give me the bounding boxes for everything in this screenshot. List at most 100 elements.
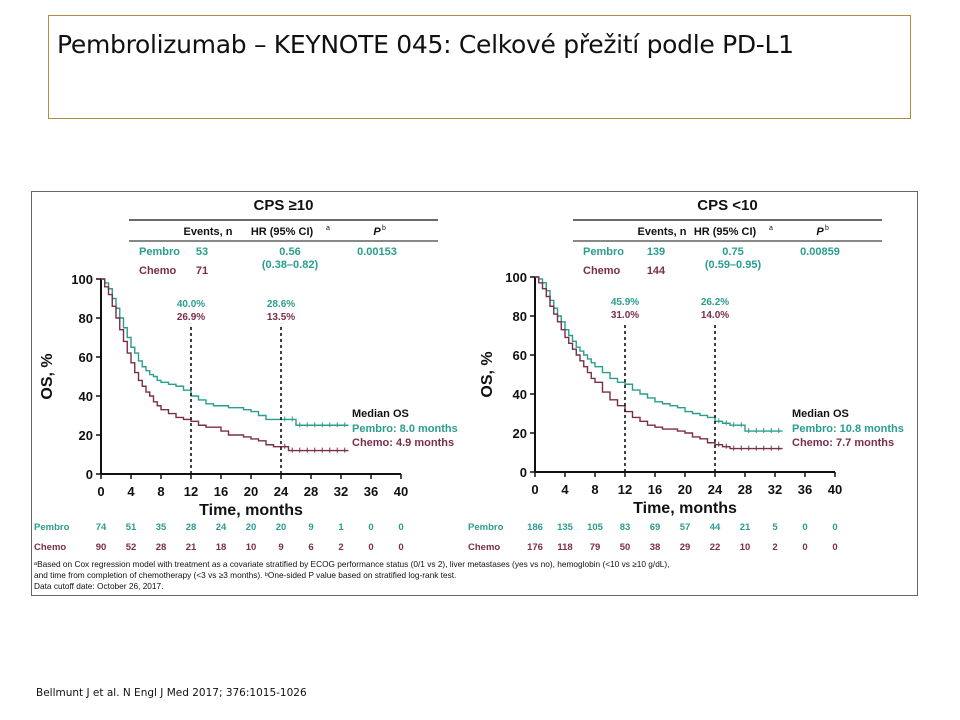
cps-ge10-x-tick-label-28: 28 xyxy=(304,484,318,499)
cps-ge10-at-risk-pembro: 28 xyxy=(186,522,197,533)
cps-lt10-table-hr: 0.75 xyxy=(722,246,743,258)
cps-ge10-table-ci: (0.38–0.82) xyxy=(262,259,319,271)
cps-lt10-header-hr-sup: a xyxy=(769,225,773,232)
cps-ge10-curve-pembro xyxy=(101,278,349,426)
cps-ge10-median-title: Median OS xyxy=(352,408,409,420)
cps-lt10-y-tick-label-20: 20 xyxy=(513,426,527,441)
cps-ge10-header-events: Events, n xyxy=(184,226,233,238)
cps-ge10-landmark-pembro-24: 28.6% xyxy=(267,299,295,310)
cps-lt10-curve-pembro xyxy=(535,276,783,432)
cps-ge10-at-risk-chemo: 10 xyxy=(246,542,257,553)
cps-lt10-at-risk-pembro: 44 xyxy=(710,522,721,533)
cps-lt10-at-risk-label-pembro: Pembro xyxy=(468,522,504,533)
cps-lt10-y-tick-label-100: 100 xyxy=(505,270,527,285)
cps-ge10-y-tick-label-100: 100 xyxy=(71,272,93,287)
cps-lt10-x-tick-label-4: 4 xyxy=(561,482,569,497)
cps-lt10-y-tick-label-40: 40 xyxy=(513,387,527,402)
cps-ge10-y-tick-label-60: 60 xyxy=(79,350,93,365)
cps-ge10-at-risk-chemo: 6 xyxy=(308,542,313,553)
cps-ge10-y-axis-label: OS, % xyxy=(39,353,56,399)
cps-ge10-at-risk-pembro: 0 xyxy=(368,522,373,533)
cps-ge10-at-risk-chemo: 28 xyxy=(156,542,167,553)
slide-title: Pembrolizumab – KEYNOTE 045: Celkové pře… xyxy=(57,30,794,59)
cps-lt10-x-tick-label-16: 16 xyxy=(648,482,662,497)
cps-ge10-header-p-sup: b xyxy=(382,225,386,232)
cps-ge10-y-tick-label-80: 80 xyxy=(79,311,93,326)
cps-ge10-at-risk-pembro: 24 xyxy=(216,522,227,533)
cps-lt10-table-arm-pembro: Pembro xyxy=(583,246,624,258)
cps-ge10-table-arm-chemo: Chemo xyxy=(139,265,177,277)
cps-ge10-at-risk-chemo: 18 xyxy=(216,542,227,553)
cps-lt10-header-p-sup: b xyxy=(825,225,829,232)
cps-lt10-at-risk-pembro: 21 xyxy=(740,522,751,533)
cps-ge10-x-tick-label-20: 20 xyxy=(244,484,258,499)
cps-ge10-at-risk-pembro: 35 xyxy=(156,522,167,533)
cps-ge10-landmark-pembro-12: 40.0% xyxy=(177,299,205,310)
footnote-line: ᵃBased on Cox regression model with trea… xyxy=(34,559,670,569)
cps-lt10-x-tick-label-28: 28 xyxy=(738,482,752,497)
cps-lt10-x-tick-label-12: 12 xyxy=(618,482,632,497)
cps-lt10-x-axis-label: Time, months xyxy=(633,500,737,517)
cps-lt10-table-arm-chemo: Chemo xyxy=(583,265,621,277)
cps-lt10-at-risk-pembro: 83 xyxy=(620,522,631,533)
cps-lt10-header-events: Events, n xyxy=(638,226,687,238)
cps-lt10-landmark-pembro-12: 45.9% xyxy=(611,297,639,308)
cps-ge10-at-risk-chemo: 0 xyxy=(368,542,373,553)
cps-lt10-at-risk-chemo: 10 xyxy=(740,542,751,553)
cps-ge10-x-tick-label-4: 4 xyxy=(127,484,135,499)
cps-ge10-at-risk-label-chemo: Chemo xyxy=(34,542,66,553)
cps-lt10-at-risk-chemo: 29 xyxy=(680,542,691,553)
cps-lt10-at-risk-pembro: 0 xyxy=(802,522,807,533)
cps-lt10-median-chemo: Chemo: 7.7 months xyxy=(792,437,894,449)
cps-lt10-x-tick-label-40: 40 xyxy=(828,482,842,497)
cps-ge10-at-risk-pembro: 9 xyxy=(308,522,313,533)
cps-ge10-at-risk-chemo: 90 xyxy=(96,542,107,553)
cps-lt10-landmark-chemo-24: 14.0% xyxy=(701,310,729,321)
cps-lt10-median-pembro: Pembro: 10.8 months xyxy=(792,423,904,435)
cps-lt10-x-tick-label-24: 24 xyxy=(708,482,723,497)
cps-ge10-at-risk-pembro: 1 xyxy=(338,522,344,533)
cps-lt10-at-risk-pembro: 0 xyxy=(832,522,837,533)
cps-ge10-x-tick-label-16: 16 xyxy=(214,484,228,499)
cps-lt10-median-title: Median OS xyxy=(792,408,849,420)
cps-lt10-at-risk-label-chemo: Chemo xyxy=(468,542,500,553)
cps-ge10-table-p: 0.00153 xyxy=(357,246,397,258)
cps-ge10-landmark-chemo-12: 26.9% xyxy=(177,312,205,323)
cps-lt10-landmark-pembro-24: 26.2% xyxy=(701,297,729,308)
cps-lt10-landmark-chemo-12: 31.0% xyxy=(611,310,639,321)
cps-ge10-title: CPS ≥10 xyxy=(254,197,314,214)
cps-ge10-x-tick-label-24: 24 xyxy=(274,484,289,499)
cps-ge10-at-risk-chemo: 2 xyxy=(338,542,343,553)
cps-lt10-x-tick-label-36: 36 xyxy=(798,482,812,497)
cps-lt10-at-risk-chemo: 79 xyxy=(590,542,601,553)
cps-ge10-y-tick-label-40: 40 xyxy=(79,389,93,404)
cps-lt10-title: CPS <10 xyxy=(697,197,757,214)
cps-lt10-at-risk-pembro: 5 xyxy=(772,522,778,533)
cps-ge10-x-tick-label-32: 32 xyxy=(334,484,348,499)
title-box: Pembrolizumab – KEYNOTE 045: Celkové pře… xyxy=(48,15,911,119)
cps-ge10-table-events-chemo: 71 xyxy=(196,265,208,277)
cps-ge10-at-risk-pembro: 20 xyxy=(246,522,257,533)
cps-ge10-header-hr-sup: a xyxy=(326,225,330,232)
cps-lt10-table-ci: (0.59–0.95) xyxy=(705,259,762,271)
cps-lt10-at-risk-chemo: 118 xyxy=(557,542,572,553)
cps-lt10-y-tick-label-60: 60 xyxy=(513,348,527,363)
cps-lt10-at-risk-chemo: 38 xyxy=(650,542,661,553)
cps-lt10-x-tick-label-20: 20 xyxy=(678,482,692,497)
cps-ge10-at-risk-label-pembro: Pembro xyxy=(34,522,70,533)
cps-lt10-y-axis-label: OS, % xyxy=(479,351,496,397)
cps-lt10-at-risk-pembro: 186 xyxy=(527,522,543,533)
footnote-line: and time from completion of chemotherapy… xyxy=(34,570,456,580)
cps-ge10-at-risk-chemo: 9 xyxy=(278,542,283,553)
cps-ge10-header-hr: HR (95% CI) xyxy=(251,226,314,238)
cps-lt10-at-risk-chemo: 50 xyxy=(620,542,631,553)
cps-ge10-x-tick-label-40: 40 xyxy=(394,484,408,499)
cps-lt10-table-events-chemo: 144 xyxy=(647,265,666,277)
cps-lt10-at-risk-chemo: 0 xyxy=(802,542,807,553)
cps-lt10-at-risk-chemo: 2 xyxy=(772,542,777,553)
cps-ge10-y-tick-label-0: 0 xyxy=(86,467,93,482)
citation: Bellmunt J et al. N Engl J Med 2017; 376… xyxy=(36,687,307,699)
cps-lt10-at-risk-chemo: 22 xyxy=(710,542,721,553)
cps-ge10-landmark-chemo-24: 13.5% xyxy=(267,312,295,323)
